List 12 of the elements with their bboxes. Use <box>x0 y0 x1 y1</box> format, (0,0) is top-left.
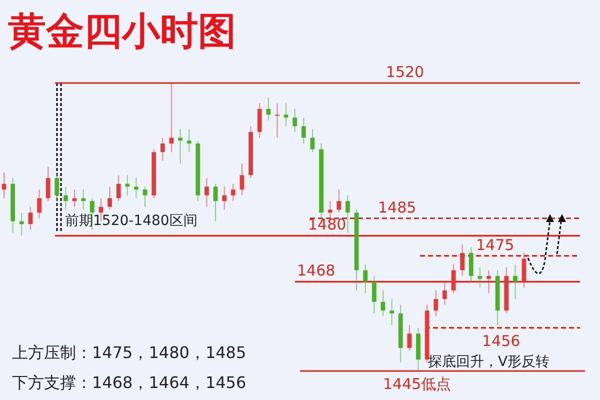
annotation: 1475 <box>476 236 514 254</box>
chart-title: 黄金四小时图 <box>8 8 236 53</box>
text: 1445低点 <box>383 375 452 393</box>
text: 下方支撑：1468，1464，1456 <box>12 373 246 392</box>
annotation: 1480 <box>308 216 346 234</box>
annotation: 1485 <box>378 198 416 216</box>
text: 1520 <box>386 63 424 81</box>
annotation: 探底回升，V形反转 <box>428 354 550 370</box>
annotation: 1456 <box>482 332 520 350</box>
annotation: 前期1520-1480区间 <box>65 213 198 229</box>
annotation: 上方压制：1475，1480，1485 <box>12 343 246 362</box>
annotation: 1468 <box>297 262 336 280</box>
